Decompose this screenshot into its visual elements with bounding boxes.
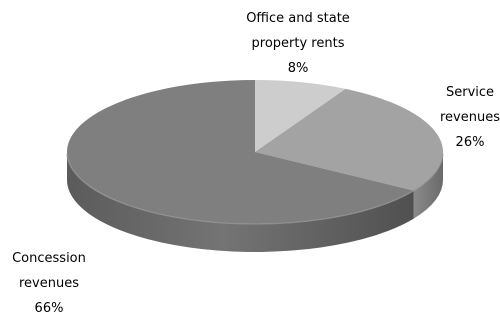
slice-name-line-1: Concession	[12, 251, 86, 266]
slice-name-line-2: property rents	[251, 36, 345, 51]
slice-label-service-revenues: Service revenues 26%	[435, 80, 500, 155]
slice-percent: 66%	[34, 301, 64, 316]
slice-name-line-1: Office and state	[246, 11, 350, 26]
pie-slice	[66, 80, 414, 224]
pie-slice	[255, 80, 346, 152]
slice-name-line-2: revenues	[440, 110, 500, 125]
pie-slice	[255, 88, 443, 191]
slice-percent: 8%	[287, 61, 309, 76]
pie-rim-highlight	[66, 153, 444, 225]
slice-label-office-rents: Office and state property rents 8%	[226, 6, 370, 81]
pie-side-wall	[67, 152, 414, 252]
slice-label-concession-revenues: Concession revenues 66%	[4, 246, 94, 321]
slice-name-line-2: revenues	[19, 276, 79, 291]
pie-side-wall	[413, 152, 443, 219]
slice-name-line-1: Service	[445, 85, 495, 100]
slice-percent: 26%	[455, 135, 485, 150]
